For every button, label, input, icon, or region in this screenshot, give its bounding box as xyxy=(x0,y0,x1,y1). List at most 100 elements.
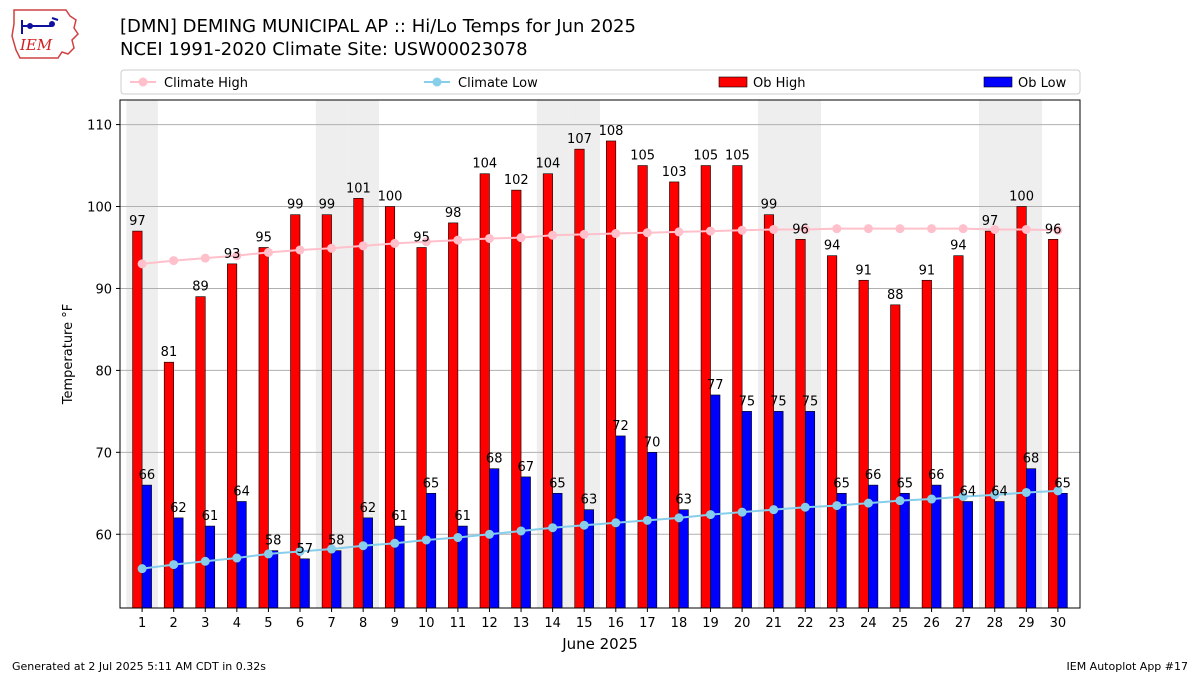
climate-high-point xyxy=(1053,225,1063,235)
chart-title: [DMN] DEMING MUNICIPAL AP :: Hi/Lo Temps… xyxy=(120,16,636,37)
ob-high-bar xyxy=(669,181,680,609)
climate-low-point xyxy=(863,498,873,508)
y-tick-label: 70 xyxy=(95,446,112,461)
legend-marker-climate-low xyxy=(432,77,442,87)
ob-low-label: 70 xyxy=(644,435,661,450)
x-tick-label: 26 xyxy=(923,616,940,631)
climate-low-point xyxy=(737,507,747,517)
ob-low-bar xyxy=(268,550,279,609)
climate-low-point xyxy=(1053,486,1063,496)
ob-high-bar xyxy=(1016,206,1027,609)
climate-high-point xyxy=(642,228,652,238)
plot-frame xyxy=(119,99,1081,609)
ob-high-bar xyxy=(511,189,522,609)
climate-high-point xyxy=(484,233,494,243)
y-tick-label: 60 xyxy=(95,528,112,543)
climate-high-point xyxy=(990,224,1000,234)
ob-low-bar xyxy=(678,509,689,609)
climate-low-point xyxy=(706,510,716,520)
y-tick-label: 100 xyxy=(87,201,112,216)
ob-low-label: 61 xyxy=(454,509,471,524)
ob-high-bar xyxy=(574,148,585,609)
ob-high-label: 99 xyxy=(761,198,778,213)
climate-low-point xyxy=(421,535,431,545)
ob-low-label: 67 xyxy=(518,460,535,475)
ob-low-label: 75 xyxy=(802,394,819,409)
x-tick-label: 24 xyxy=(860,616,877,631)
ob-high-label: 104 xyxy=(472,157,497,172)
climate-high-line xyxy=(142,227,1058,265)
climate-low-point xyxy=(295,546,305,556)
ob-low-label: 68 xyxy=(486,452,503,467)
ob-low-bar xyxy=(394,525,405,609)
climate-high-point xyxy=(516,233,526,243)
ob-low-label: 62 xyxy=(360,501,377,516)
ob-high-label: 94 xyxy=(950,239,967,254)
ob-high-bar xyxy=(416,247,427,609)
ob-high-label: 105 xyxy=(630,149,655,164)
ob-high-label: 108 xyxy=(599,124,624,139)
ob-low-label: 75 xyxy=(739,394,756,409)
climate-high-point xyxy=(674,227,684,237)
ob-low-bar xyxy=(836,492,847,609)
climate-high-point xyxy=(358,241,368,251)
climate-low-point xyxy=(642,515,652,525)
climate-high-point xyxy=(737,225,747,235)
ob-high-bar xyxy=(858,279,869,609)
legend-label-ob-low: Ob Low xyxy=(1018,76,1067,91)
ob-low-label: 75 xyxy=(770,394,787,409)
ob-low-label: 57 xyxy=(296,542,313,557)
climate-low-point xyxy=(548,523,558,533)
legend-swatch-ob-low xyxy=(983,76,1013,88)
legend-label-ob-high: Ob High xyxy=(753,76,806,91)
legend-label-climate-high: Climate High xyxy=(164,76,248,91)
climate-low-point xyxy=(169,560,179,570)
ob-high-label: 94 xyxy=(824,239,841,254)
climate-high-point xyxy=(895,224,905,234)
climate-low-point xyxy=(769,505,779,515)
x-tick-label: 29 xyxy=(1018,616,1035,631)
ob-low-label: 66 xyxy=(928,468,945,483)
climate-low-point xyxy=(516,526,526,536)
x-tick-label: 2 xyxy=(170,616,178,631)
x-tick-label: 10 xyxy=(418,616,435,631)
ob-high-label: 100 xyxy=(378,190,403,205)
ob-low-label: 65 xyxy=(1054,476,1071,491)
ob-high-bar xyxy=(606,140,617,609)
ob-low-label: 64 xyxy=(991,484,1008,499)
ob-high-bar xyxy=(448,222,459,609)
ob-low-label: 77 xyxy=(707,378,724,393)
ob-low-label: 61 xyxy=(391,509,408,524)
ob-high-label: 103 xyxy=(662,165,687,180)
climate-low-point xyxy=(579,520,589,530)
x-tick-label: 30 xyxy=(1050,616,1067,631)
y-tick-label: 90 xyxy=(95,282,112,297)
ob-high-bar xyxy=(384,206,396,609)
ob-low-bar xyxy=(647,452,658,609)
climate-low-point xyxy=(327,544,337,554)
climate-low-point xyxy=(232,553,242,563)
x-tick-label: 17 xyxy=(639,616,656,631)
x-tick-label: 3 xyxy=(201,616,209,631)
ob-low-label: 72 xyxy=(612,419,629,434)
ob-low-bar xyxy=(552,492,563,609)
climate-high-point xyxy=(863,224,873,234)
iem-logo: IEM xyxy=(11,9,79,59)
logo-text: IEM xyxy=(19,36,53,54)
x-tick-label: 16 xyxy=(608,616,625,631)
x-tick-label: 25 xyxy=(892,616,909,631)
ob-low-label: 65 xyxy=(423,476,440,491)
climate-high-point xyxy=(390,238,400,248)
x-tick-label: 11 xyxy=(450,616,467,631)
climate-low-point xyxy=(453,533,463,543)
climate-high-point xyxy=(579,229,589,239)
ob-high-label: 91 xyxy=(919,263,936,278)
x-tick-label: 18 xyxy=(671,616,688,631)
climate-high-point xyxy=(453,235,463,245)
ob-high-label: 96 xyxy=(792,222,809,237)
climate-high-point xyxy=(200,253,210,263)
ob-high-label: 96 xyxy=(1045,222,1062,237)
ob-low-label: 62 xyxy=(170,501,187,516)
climate-low-point xyxy=(1021,487,1031,497)
climate-low-point xyxy=(611,518,621,528)
